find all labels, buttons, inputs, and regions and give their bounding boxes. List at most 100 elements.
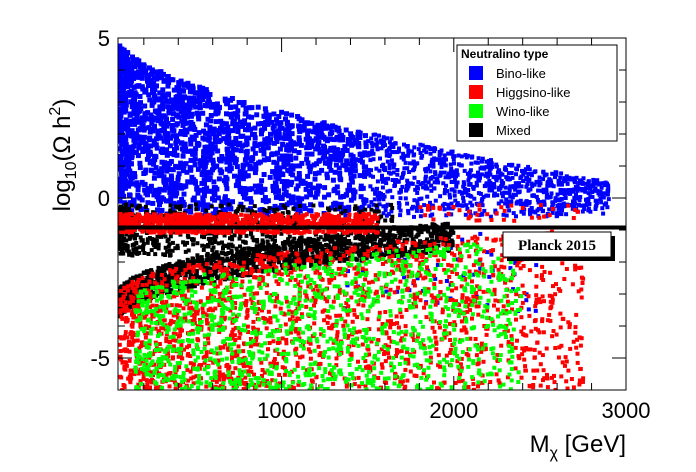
bino-point [416, 180, 421, 185]
bino-point [142, 187, 148, 193]
bino-point [377, 202, 382, 207]
mixed-point [282, 243, 287, 248]
mixed-point [305, 245, 310, 250]
bino-point [235, 114, 241, 120]
bino-point [289, 179, 295, 185]
bino-point [166, 80, 172, 86]
bino-point [288, 197, 294, 203]
bino-point [285, 127, 291, 133]
bino-point [265, 145, 271, 151]
bino-point [301, 123, 307, 129]
bino-point [157, 90, 163, 96]
bino-point [596, 181, 601, 186]
bino-point [309, 185, 315, 191]
bino-point [170, 102, 176, 107]
bino-point [599, 181, 604, 186]
bino-point [201, 160, 207, 166]
bino-point [309, 120, 315, 126]
bino-point [147, 97, 153, 103]
mixed-point [183, 273, 188, 278]
bino-point [242, 170, 248, 176]
mixed-point [286, 237, 291, 242]
bino-point [148, 167, 154, 173]
bino-point [160, 103, 166, 109]
bino-point [362, 173, 368, 179]
bino-point [327, 136, 333, 142]
mixed-point [213, 238, 218, 243]
mixed-point [222, 233, 227, 238]
mixed-point [149, 248, 154, 253]
mixed-point [142, 251, 147, 255]
bino-point [202, 144, 208, 150]
bino-point [371, 151, 376, 156]
bino-point [590, 195, 595, 199]
bino-point [320, 149, 326, 155]
bino-point [500, 194, 505, 199]
bino-point [383, 143, 387, 148]
bino-point [226, 159, 232, 165]
bino-point [363, 198, 369, 204]
mixed-point [369, 207, 374, 212]
bino-point [118, 111, 124, 117]
bino-point [124, 66, 130, 72]
bino-point [560, 182, 564, 187]
bino-point [161, 174, 167, 180]
bino-point [124, 148, 130, 154]
mixed-point [217, 209, 222, 214]
bino-point [147, 135, 153, 141]
bino-point [435, 157, 440, 162]
bino-point [214, 186, 220, 192]
bino-point [237, 175, 243, 181]
bino-point [245, 186, 251, 192]
bino-point [203, 92, 209, 98]
bino-point [372, 197, 377, 202]
bino-point [168, 77, 174, 83]
bino-point [327, 164, 333, 169]
bino-point [268, 137, 274, 143]
mixed-point [379, 231, 384, 236]
bino-point [519, 184, 524, 189]
mixed-point [195, 259, 200, 263]
bino-point [118, 64, 123, 69]
mixed-point [131, 247, 136, 252]
bino-point [524, 184, 529, 189]
bino-point [279, 109, 285, 115]
bino-point [594, 198, 599, 203]
bino-point [195, 166, 201, 172]
bino-point [389, 209, 394, 214]
bino-point [306, 188, 312, 194]
bino-point [179, 118, 185, 124]
bino-point [479, 198, 484, 203]
bino-point [359, 153, 365, 159]
mixed-point [255, 255, 260, 260]
mixed-point [271, 250, 276, 255]
bino-point [428, 176, 433, 181]
bino-point [322, 154, 327, 159]
bino-point [428, 169, 433, 174]
mixed-point [188, 271, 193, 276]
bino-point [121, 96, 127, 102]
higgsino-point [173, 215, 178, 220]
mixed-point [390, 206, 395, 210]
bino-point [422, 148, 427, 153]
bino-point [492, 185, 496, 190]
bino-point [167, 143, 173, 149]
bino-point [206, 134, 212, 140]
bino-point [458, 203, 463, 208]
bino-point [262, 137, 268, 143]
mixed-point [333, 250, 338, 255]
bino-point [164, 168, 170, 174]
bino-point [168, 183, 174, 189]
bino-point [334, 147, 340, 153]
bino-point [343, 127, 349, 133]
bino-point [188, 119, 194, 125]
bino-point [139, 115, 145, 121]
bino-point [201, 167, 207, 173]
bino-point [606, 188, 611, 193]
higgsino-point [222, 219, 227, 224]
bino-point [524, 298, 529, 303]
bino-point [529, 171, 534, 176]
bino-point [561, 188, 566, 193]
bino-point [439, 148, 444, 153]
bino-point [160, 150, 166, 155]
